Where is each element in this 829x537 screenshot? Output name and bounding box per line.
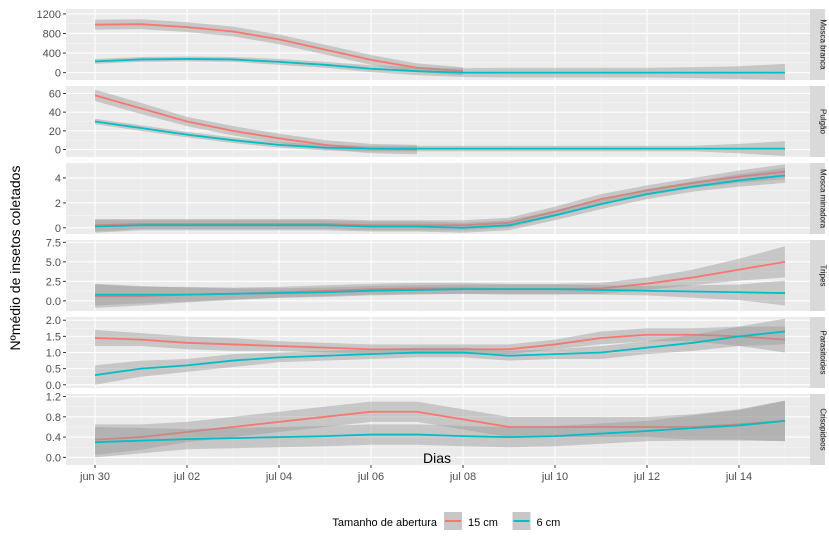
panel-background: [66, 163, 810, 234]
series-line: [94, 410, 786, 441]
y-tick-label: 60: [49, 88, 61, 100]
facet-strip-label: Pulgão: [819, 109, 828, 134]
y-tick-label: 0: [55, 145, 61, 157]
series-line: [94, 58, 785, 74]
panel-background: [66, 9, 810, 80]
legend-label: 6 cm: [537, 517, 561, 529]
y-tick-label: 1.0: [46, 348, 61, 360]
x-tick-label: jul 14: [725, 471, 752, 483]
legend: Tamanho de abertura 15 cm 6 cm: [332, 512, 560, 530]
legend-title: Tamanho de abertura: [332, 517, 437, 529]
y-tick-label: 5.0: [46, 257, 61, 269]
series-line: [94, 174, 786, 229]
confidence-band: [95, 56, 785, 80]
y-tick-label: 1.2: [46, 392, 61, 404]
y-tick-label: 0.8: [46, 412, 61, 424]
series-line: [94, 419, 786, 444]
y-tick-label: 40: [49, 107, 61, 119]
facet-panel: 0 2 4 Mosca minadora: [55, 163, 828, 235]
facet-strip-label: Parasitoides: [819, 330, 828, 374]
facet-strip: [810, 9, 825, 80]
y-axis-title: Nºmédio de insetos coletados: [7, 166, 23, 351]
facet-panel: 0.0 0.4 0.8 1.2 Crisopideos: [46, 392, 828, 465]
facet-panel: 0.0 2.5 5.0 7.5 Tripes: [46, 237, 828, 311]
series-line: [94, 120, 785, 150]
y-tick-label: 1200: [37, 9, 61, 21]
facet-panel: 0 400 800 1200 Mosca branca: [37, 9, 828, 80]
x-axis-title: Dias: [423, 450, 451, 466]
y-tick-label: 0.4: [46, 432, 61, 444]
facet-strip-label: Mosca branca: [819, 19, 828, 70]
confidence-band: [95, 167, 785, 233]
y-tick-label: 0.0: [46, 380, 61, 392]
facet-panel: 0 20 40 60 Pulgão: [49, 86, 828, 157]
series-line: [94, 170, 786, 227]
panel-background: [66, 394, 810, 465]
legend-entries: 15 cm 6 cm: [444, 512, 560, 530]
x-tick-label: jul 08: [449, 471, 476, 483]
facet-strip-label: Crisopideos: [819, 408, 828, 450]
series-line: [94, 23, 464, 73]
facet-strip: [810, 240, 825, 311]
y-tick-label: 0.0: [46, 452, 61, 464]
x-tick-label: jul 06: [357, 471, 384, 483]
confidence-band: [95, 280, 785, 306]
confidence-band: [95, 400, 785, 458]
y-tick-label: 0: [55, 223, 61, 235]
legend-label: 15 cm: [468, 517, 498, 529]
facet-strip: [810, 163, 825, 234]
facet-strip-label: Tripes: [819, 265, 828, 287]
series-line: [94, 330, 786, 376]
y-tick-label: 2.0: [46, 315, 61, 327]
facet-strip: [810, 317, 825, 388]
legend-entry: 15 cm: [444, 512, 498, 530]
facet-panel: 0.0 0.5 1.0 1.5 2.0 Parasitoides: [46, 315, 828, 392]
x-axis: jun 30 jul 02 jul 04 jul 06 jul 08 jul 10 jul …: [79, 465, 752, 483]
confidence-band: [95, 19, 463, 76]
y-tick-label: 0.0: [46, 296, 61, 308]
y-tick-label: 800: [43, 28, 61, 40]
facet-strip: [810, 86, 825, 157]
facet-panels: 0 400 800 1200 Mosca branca 0 20 40 60 Pulgão 0 2 4 M…: [37, 9, 828, 465]
confidence-band: [95, 118, 785, 157]
y-tick-label: 0: [55, 68, 61, 80]
y-tick-label: 2: [55, 198, 61, 210]
y-tick-label: 400: [43, 48, 61, 60]
y-tick-label: 0.5: [46, 364, 61, 376]
y-tick-label: 2.5: [46, 276, 61, 288]
x-tick-label: jun 30: [79, 471, 110, 483]
y-tick-label: 7.5: [46, 237, 61, 249]
y-tick-label: 4: [55, 173, 61, 185]
x-tick-label: jul 10: [541, 471, 568, 483]
y-tick-label: 20: [49, 126, 61, 138]
x-tick-label: jul 02: [173, 471, 200, 483]
series-line: [95, 288, 786, 296]
x-tick-label: jul 04: [265, 471, 292, 483]
confidence-band: [95, 326, 785, 355]
series-line: [94, 333, 786, 351]
legend-entry: 6 cm: [512, 512, 561, 530]
confidence-band: [95, 400, 785, 455]
y-tick-label: 1.5: [46, 331, 61, 343]
x-tick-label: jul 12: [633, 471, 660, 483]
facet-strip: [810, 394, 825, 465]
facet-strip-label: Mosca minadora: [819, 169, 828, 229]
